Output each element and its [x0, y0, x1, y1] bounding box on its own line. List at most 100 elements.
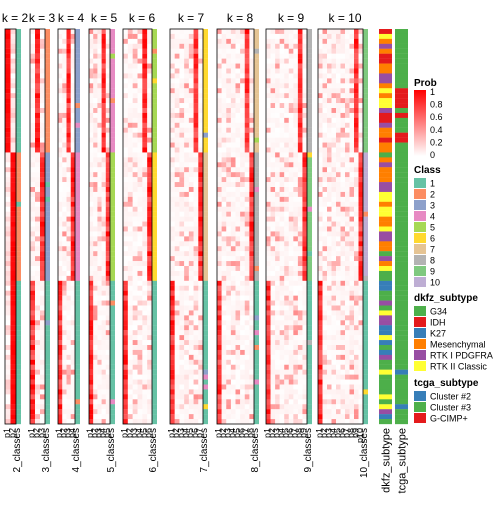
heat-cell	[5, 270, 11, 277]
heat-cell	[89, 226, 94, 232]
heat-cell	[66, 369, 71, 375]
heat-cell	[105, 320, 111, 326]
heat-cell	[5, 157, 11, 163]
heat-cell	[358, 122, 364, 128]
heat-cell	[35, 369, 41, 375]
heat-cell	[318, 330, 323, 336]
heat-cell	[226, 325, 232, 331]
heat-cell	[170, 305, 175, 311]
heat-cell	[284, 251, 289, 257]
class-cell	[45, 354, 50, 360]
heat-cell	[235, 122, 241, 128]
heat-cell	[327, 167, 332, 173]
heat-cell	[322, 221, 328, 227]
heat-cell	[293, 83, 299, 89]
class-cell	[45, 132, 50, 138]
heat-cell	[235, 295, 241, 301]
heat-cell	[137, 93, 143, 99]
heat-cell	[97, 157, 102, 163]
heat-cell	[184, 325, 189, 331]
heat-cell	[188, 167, 194, 173]
heat-cell	[279, 172, 285, 178]
heat-cell	[266, 315, 271, 321]
class-cell	[203, 300, 208, 306]
heat-cell	[221, 349, 227, 356]
heat-cell	[184, 182, 189, 188]
heat-cell	[193, 354, 199, 360]
heat-cell	[193, 108, 199, 114]
class-cell	[16, 88, 21, 94]
class-cell	[363, 78, 368, 84]
heat-cell	[147, 379, 153, 385]
heat-cell	[66, 419, 71, 425]
heat-cell	[279, 310, 285, 316]
heat-cell	[358, 38, 364, 44]
heat-cell	[97, 182, 102, 188]
heat-cell	[297, 117, 303, 123]
heat-cell	[62, 162, 67, 168]
heat-cell	[58, 236, 63, 242]
heat-cell	[249, 68, 255, 74]
heat-cell	[93, 404, 98, 410]
heat-cell	[331, 83, 337, 89]
heat-cell	[322, 364, 328, 370]
heat-cell	[179, 345, 185, 351]
heat-cell	[230, 246, 236, 252]
heat-cell	[275, 98, 280, 104]
heat-cell	[240, 241, 245, 247]
heat-cell	[188, 359, 194, 365]
heat-cell	[105, 295, 111, 301]
heat-cell	[184, 409, 189, 415]
class-cell	[307, 73, 312, 79]
class-cell	[45, 78, 50, 84]
heat-cell	[170, 68, 175, 74]
heat-cell	[58, 63, 63, 69]
heat-cell	[275, 93, 280, 99]
heat-cell	[105, 78, 111, 84]
heat-cell	[147, 73, 153, 79]
heat-cell	[198, 310, 204, 316]
heat-cell	[97, 53, 102, 59]
heat-cell	[93, 364, 98, 370]
heat-cell	[354, 305, 359, 311]
heat-cell	[30, 399, 36, 405]
heat-cell	[297, 206, 303, 212]
heat-cell	[105, 221, 111, 227]
heat-cell	[217, 389, 222, 395]
heat-cell	[235, 177, 241, 183]
heat-cell	[188, 172, 194, 178]
heat-cell	[244, 38, 250, 44]
heat-cell	[249, 354, 255, 360]
heat-cell	[193, 369, 199, 375]
heat-cell	[235, 58, 241, 64]
heat-cell	[275, 177, 280, 183]
heat-cell	[132, 256, 138, 262]
class-cell	[203, 211, 208, 217]
heat-cell	[340, 206, 346, 212]
heat-cell	[331, 172, 337, 178]
heat-cell	[89, 310, 94, 316]
class-cell	[45, 38, 50, 44]
heat-cell	[170, 354, 175, 360]
class-cell	[152, 132, 157, 138]
heat-cell	[284, 404, 289, 410]
heat-cell	[217, 414, 222, 420]
heat-cell	[226, 241, 232, 247]
heat-cell	[345, 335, 350, 341]
heat-cell	[30, 379, 36, 385]
heat-cell	[249, 177, 255, 183]
heat-cell	[235, 196, 241, 202]
heat-cell	[5, 394, 11, 400]
heat-cell	[147, 112, 153, 119]
heat-cell	[137, 98, 143, 104]
heat-cell	[5, 152, 11, 158]
heat-cell	[101, 251, 106, 257]
heat-cell	[137, 266, 143, 272]
heat-cell	[40, 414, 46, 420]
heat-cell	[322, 88, 328, 94]
heat-cell	[62, 157, 67, 163]
heat-cell	[40, 98, 46, 104]
heat-cell	[35, 132, 41, 138]
heat-cell	[288, 112, 294, 119]
heat-cell	[230, 236, 236, 242]
